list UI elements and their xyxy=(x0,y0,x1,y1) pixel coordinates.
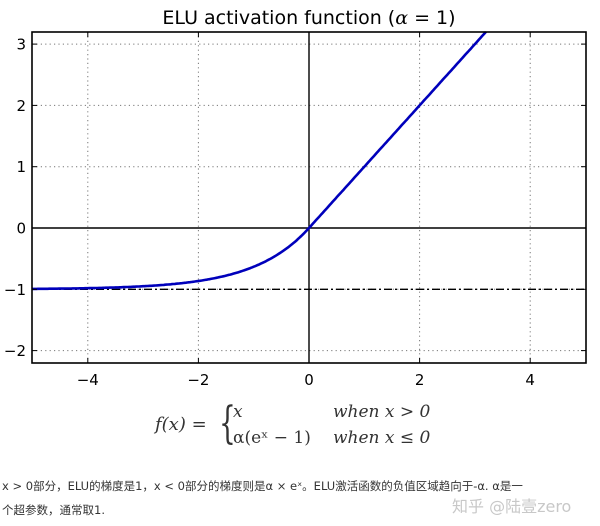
formula-lhs: f(x) = xyxy=(155,414,207,435)
elu-chart: ELU activation function (α = 1) −4 −2 0 2 4 … xyxy=(4,7,587,389)
x-tick-labels: −4 −2 0 2 4 xyxy=(77,371,535,389)
svg-text:4: 4 xyxy=(525,371,535,389)
caption-text: x > 0部分，ELU的梯度是1，x < 0部分的梯度则是α × eˣ。ELU激… xyxy=(2,474,598,522)
svg-text:−4: −4 xyxy=(77,371,99,389)
reference-lines xyxy=(32,32,586,363)
formula-case1-expr: x xyxy=(233,402,243,422)
elu-formula: f(x) = { x when x > 0 α(eˣ − 1) when x ≤… xyxy=(155,398,455,454)
caption-line-2: 个超参数，通常取1. xyxy=(2,503,105,517)
watermark: 知乎 @陆壹zero xyxy=(452,497,572,516)
formula-brace: { xyxy=(219,398,236,449)
elu-curve xyxy=(32,30,487,291)
formula-case2-cond: when x ≤ 0 xyxy=(333,428,431,448)
caption-line-1: x > 0部分，ELU的梯度是1，x < 0部分的梯度则是α × eˣ。ELU激… xyxy=(2,479,523,493)
svg-text:3: 3 xyxy=(16,36,26,54)
formula-case1-cond: when x > 0 xyxy=(333,402,431,422)
chart-title: ELU activation function (α = 1) xyxy=(162,7,455,29)
axis-ticks xyxy=(32,32,586,363)
svg-text:0: 0 xyxy=(304,371,314,389)
formula-case2-expr: α(eˣ − 1) xyxy=(233,428,311,448)
svg-text:2: 2 xyxy=(415,371,425,389)
svg-text:−2: −2 xyxy=(187,371,209,389)
svg-text:−1: −1 xyxy=(4,281,26,299)
svg-text:1: 1 xyxy=(16,158,26,176)
svg-text:−2: −2 xyxy=(4,342,26,360)
svg-text:0: 0 xyxy=(16,220,26,238)
svg-text:2: 2 xyxy=(16,97,26,115)
y-tick-labels: −2 −1 0 1 2 3 xyxy=(4,36,26,361)
